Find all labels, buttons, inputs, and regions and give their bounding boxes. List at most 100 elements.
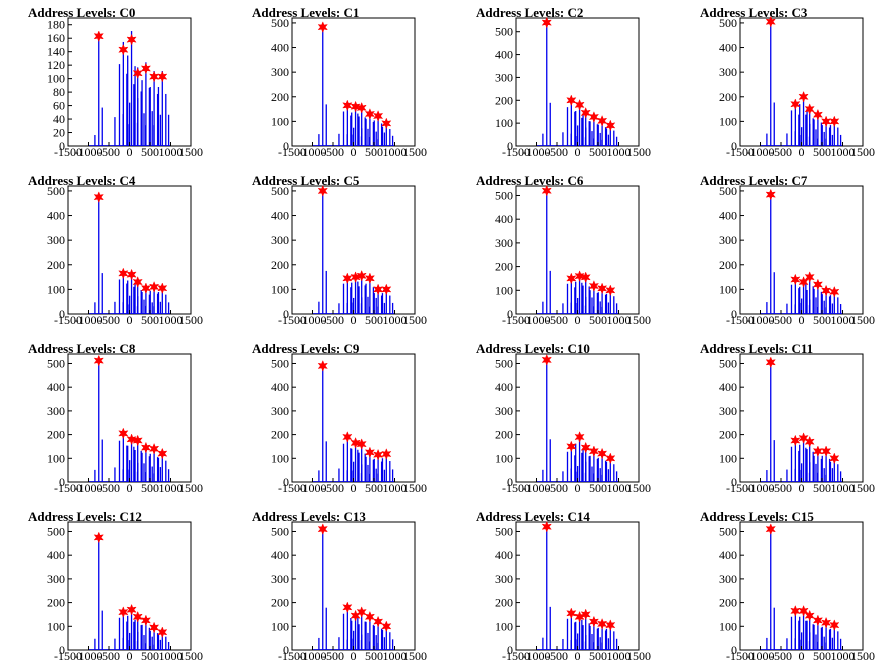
peak-marker xyxy=(820,616,832,629)
y-tick-label: 200 xyxy=(495,428,513,442)
x-tick-label: -1500 xyxy=(54,313,82,327)
x-tick-label: -1000 xyxy=(747,145,775,159)
y-tick-label: 0 xyxy=(731,139,737,153)
y-tick-label: 300 xyxy=(47,233,65,247)
y-tick-label: 200 xyxy=(47,428,65,442)
peak-marker xyxy=(381,283,392,296)
y-tick-label: 0 xyxy=(507,139,513,153)
x-tick-label: -1000 xyxy=(299,313,327,327)
y-tick-label: 300 xyxy=(271,572,289,586)
x-tick-label: 1000 xyxy=(607,145,631,159)
y-tick-label: 200 xyxy=(495,260,513,274)
y-tick-label: 300 xyxy=(495,70,513,84)
y-tick-label: 500 xyxy=(719,524,737,538)
y-tick-label: 0 xyxy=(59,643,65,657)
x-tick-label: -1500 xyxy=(54,145,82,159)
chart-title: Address Levels: C13 xyxy=(252,509,366,524)
peak-marker xyxy=(381,620,392,633)
chart-title: Address Levels: C7 xyxy=(700,173,808,188)
chart-title: Address Levels: C12 xyxy=(28,509,142,524)
x-tick-label: -1000 xyxy=(299,649,327,663)
peak-marker xyxy=(829,115,840,128)
y-tick-label: 200 xyxy=(271,90,289,104)
peak-marker xyxy=(342,601,353,614)
axes-frame xyxy=(291,17,416,147)
y-tick-label: 300 xyxy=(271,65,289,79)
x-tick-label: 0 xyxy=(351,145,357,159)
chart-panel-c10: 0 100 200 300 400 500 -1500 -1000 -500 0 500 1000 15… xyxy=(448,336,672,504)
x-tick-label: -500 xyxy=(322,481,344,495)
peak-marker xyxy=(812,614,824,627)
peak-marker xyxy=(804,271,815,283)
x-tick-label: -500 xyxy=(98,649,120,663)
y-tick-label: 100 xyxy=(719,451,737,465)
y-tick-label: 500 xyxy=(495,524,513,538)
x-tick-label: 0 xyxy=(127,481,133,495)
x-tick-label: 0 xyxy=(351,649,357,663)
x-tick-label: -500 xyxy=(770,481,792,495)
x-tick-label: -1000 xyxy=(75,313,103,327)
y-tick-label: 500 xyxy=(47,524,65,538)
chart-panel-c12: 0 100 200 300 400 500 -1500 -1000 -500 0 500 1000 15… xyxy=(0,504,224,672)
peak-marker xyxy=(580,608,591,621)
x-tick-label: 0 xyxy=(799,313,805,327)
y-tick-label: 100 xyxy=(47,451,65,465)
y-tick-label: 400 xyxy=(271,548,289,562)
y-tick-label: 300 xyxy=(719,233,737,247)
y-tick-label: 400 xyxy=(47,548,65,562)
peak-marker xyxy=(317,523,328,535)
y-tick-label: 120 xyxy=(47,58,65,72)
y-tick-label: 400 xyxy=(495,48,513,62)
y-tick-label: 500 xyxy=(719,16,737,30)
x-tick-label: 0 xyxy=(575,145,581,159)
x-tick-label: -1500 xyxy=(54,481,82,495)
x-tick-label: 1500 xyxy=(851,649,875,663)
peak-marker xyxy=(596,115,608,127)
y-tick-label: 200 xyxy=(495,93,513,107)
peak-marker xyxy=(356,101,367,114)
y-tick-label: 500 xyxy=(719,184,737,198)
chart-title: Address Levels: C8 xyxy=(28,341,136,356)
peak-marker xyxy=(373,283,384,296)
x-tick-label: 1000 xyxy=(383,145,407,159)
y-tick-label: 100 xyxy=(719,282,737,296)
peak-marker xyxy=(829,285,840,298)
peak-marker xyxy=(605,119,616,132)
y-tick-label: 400 xyxy=(47,209,65,223)
peak-marker xyxy=(381,448,392,460)
peak-marker xyxy=(140,614,152,627)
y-tick-label: 200 xyxy=(719,596,737,610)
peak-marker xyxy=(765,188,776,201)
peak-marker xyxy=(566,94,577,107)
x-tick-label: 500 xyxy=(141,313,159,327)
y-tick-label: 500 xyxy=(495,25,513,39)
x-tick-label: 1500 xyxy=(627,313,651,327)
y-tick-label: 200 xyxy=(719,258,737,272)
peak-marker xyxy=(798,432,809,444)
chart-panel-c1: 0 100 200 300 400 500 -1500 -1000 -500 0 500 1000 15… xyxy=(224,0,448,168)
peak-marker xyxy=(566,440,577,453)
x-tick-label: 0 xyxy=(127,649,133,663)
x-tick-label: 0 xyxy=(799,649,805,663)
peak-marker xyxy=(588,280,600,292)
peak-marker xyxy=(798,605,809,617)
y-tick-label: 100 xyxy=(271,451,289,465)
peak-marker xyxy=(350,100,361,113)
x-tick-label: -1000 xyxy=(523,649,551,663)
chart-panel-c6: 0 100 200 300 400 500 -1500 -1000 -500 0 500 1000 15… xyxy=(448,168,672,336)
y-tick-label: 500 xyxy=(495,356,513,370)
x-tick-label: -1500 xyxy=(502,649,530,663)
peak-marker xyxy=(364,446,376,459)
x-tick-label: -500 xyxy=(770,649,792,663)
x-tick-label: -1000 xyxy=(747,649,775,663)
peak-marker xyxy=(765,356,776,369)
x-tick-label: -500 xyxy=(546,649,568,663)
peak-marker xyxy=(93,30,104,43)
peak-marker xyxy=(812,108,824,121)
peak-marker xyxy=(342,431,353,443)
